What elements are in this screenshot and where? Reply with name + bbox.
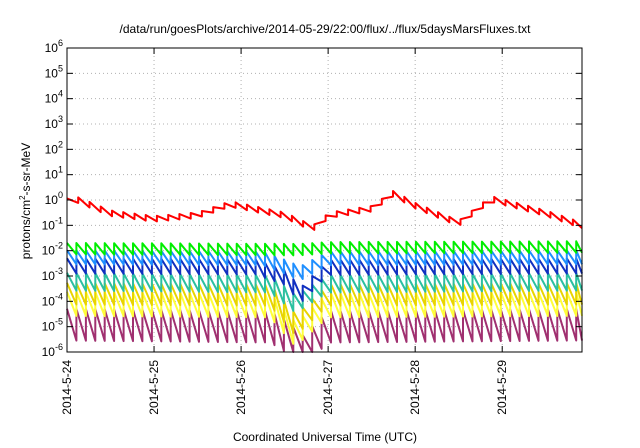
y-tick-label: 10-2 (42, 241, 63, 258)
series-layer (66, 190, 583, 353)
y-tick-label: 105 (45, 63, 63, 80)
series-line (66, 257, 583, 302)
x-tick-label: 2014-5-29 (495, 360, 509, 415)
y-tick-label: 10-6 (42, 342, 63, 359)
series-line (66, 307, 583, 353)
y-tick-label: 106 (45, 38, 63, 55)
y-tick-label: 101 (45, 165, 63, 182)
y-axis-ticks: 106 105 104 103 102 101 100 10-1 10-2 10-3 10-4 10-… (42, 38, 582, 359)
series-line (66, 271, 583, 312)
x-tick-label: 2014-5-26 (234, 360, 248, 415)
chart-title: /data/run/goesPlots/archive/2014-05-29/2… (120, 22, 532, 36)
y-tick-label: 102 (45, 139, 63, 156)
y-axis-label: protons/cm2-s-sr-MeV (18, 143, 33, 259)
y-tick-label: 10-3 (42, 266, 63, 283)
y-tick-label: 10-4 (42, 291, 63, 308)
x-tick-label: 2014-5-27 (321, 360, 335, 415)
x-axis-label: Coordinated Universal Time (UTC) (233, 430, 417, 444)
y-tick-label: 10-1 (42, 215, 63, 232)
series-line (66, 249, 583, 280)
series-line (66, 290, 583, 345)
series-line (66, 190, 583, 231)
plot-frame (66, 47, 583, 353)
x-tick-label: 2014-5-24 (60, 360, 74, 415)
x-tick-label: 2014-5-25 (147, 360, 161, 415)
y-tick-label: 100 (45, 190, 63, 207)
y-tick-label: 104 (45, 89, 63, 106)
x-axis-ticks: 2014-5-24 2014-5-25 2014-5-26 2014-5-27 2014… (60, 48, 509, 415)
series-line (66, 240, 583, 257)
y-tick-label: 103 (45, 114, 63, 131)
series-line (66, 282, 583, 334)
grid-lines (67, 48, 582, 352)
y-tick-label: 10-5 (42, 317, 63, 334)
x-tick-label: 2014-5-28 (408, 360, 422, 415)
